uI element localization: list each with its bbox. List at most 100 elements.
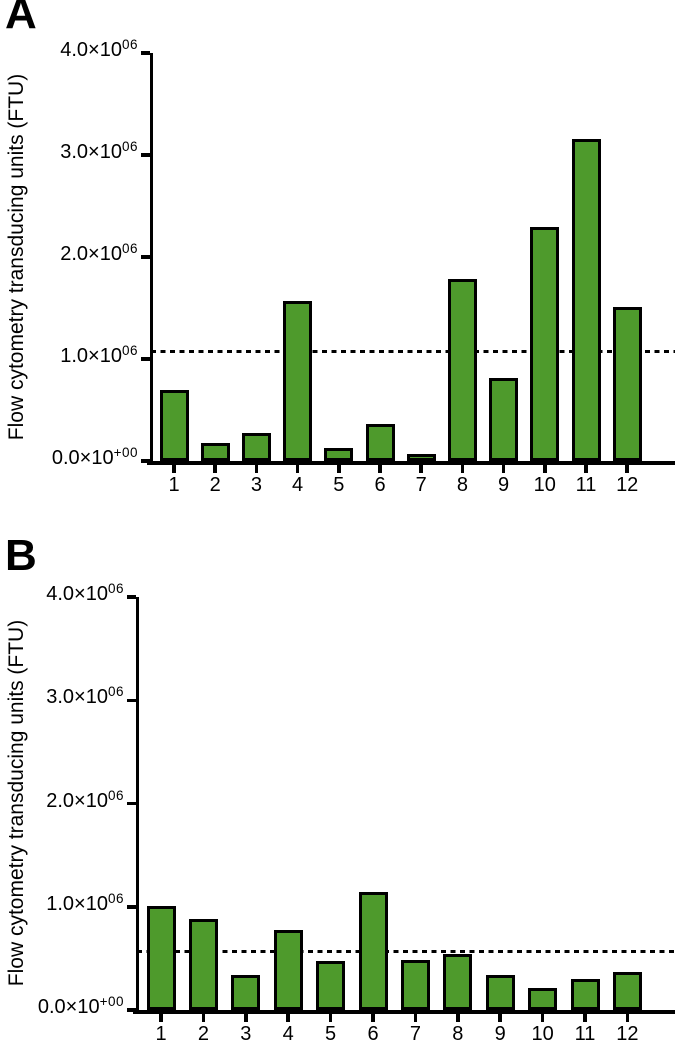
y-tick-label: 0.0×10+00 xyxy=(51,445,138,469)
y-tick-label: 1.0×1006 xyxy=(60,343,138,367)
x-tick xyxy=(584,464,588,473)
y-tick-label: 1.0×1006 xyxy=(46,890,124,915)
y-tick xyxy=(141,459,150,463)
bar-8 xyxy=(443,954,473,1010)
x-tick-label: 4 xyxy=(282,1023,294,1045)
x-tick xyxy=(419,464,423,473)
x-tick-label: 5 xyxy=(325,1023,337,1045)
y-axis-line xyxy=(149,53,153,461)
bar-9 xyxy=(485,974,515,1010)
bar-3 xyxy=(231,974,261,1010)
x-tick-label: 7 xyxy=(409,1023,421,1045)
y-tick xyxy=(127,698,136,702)
y-tick-label: 4.0×1006 xyxy=(60,37,138,61)
bar-7 xyxy=(406,453,436,461)
y-tick xyxy=(141,153,150,157)
x-tick-label: 6 xyxy=(367,1023,379,1045)
x-tick xyxy=(625,1013,630,1022)
x-tick xyxy=(498,1013,502,1022)
bar-4 xyxy=(273,930,303,1010)
bar-2 xyxy=(188,919,218,1010)
bar-3 xyxy=(241,433,271,461)
x-tick xyxy=(413,1013,418,1022)
x-tick-label: 11 xyxy=(574,1023,596,1045)
x-tick xyxy=(337,464,341,473)
y-tick-label: 3.0×1006 xyxy=(46,684,124,709)
x-tick-label: 1 xyxy=(168,474,180,496)
x-tick-label: 3 xyxy=(250,474,262,496)
x-tick-label: 7 xyxy=(415,474,427,496)
y-tick xyxy=(141,255,150,259)
bar-10 xyxy=(530,227,560,461)
x-tick xyxy=(254,464,259,473)
x-tick-label: 9 xyxy=(498,474,510,496)
y-tick-label: 0.0×10+00 xyxy=(37,994,124,1018)
panel-a: A Flow cytometry transducing units (FTU)… xyxy=(0,0,675,522)
panel-a-plot-area: 0.0×10+00 1.0×1006 2.0×1006 3.0×1006 4.0×100… xyxy=(52,37,675,496)
bar-6 xyxy=(358,892,388,1010)
x-tick xyxy=(159,1013,163,1022)
panel-b-threshold-dashed-line xyxy=(137,949,675,953)
bar-2 xyxy=(200,442,230,461)
x-tick xyxy=(501,464,506,473)
x-tick-label: 1 xyxy=(155,1023,167,1045)
x-tick-label: 12 xyxy=(616,1023,639,1045)
bar-12 xyxy=(612,306,642,461)
x-tick-label: 2 xyxy=(197,1023,209,1045)
panel-a-label: A xyxy=(5,0,37,38)
x-tick xyxy=(244,1013,248,1022)
x-tick-label: 8 xyxy=(452,1023,464,1045)
x-tick xyxy=(583,1013,587,1022)
x-tick xyxy=(328,1013,333,1022)
x-tick xyxy=(460,464,465,473)
y-tick-label: 3.0×1006 xyxy=(60,139,138,163)
y-tick-label: 2.0×1006 xyxy=(60,241,138,265)
x-tick-label: 11 xyxy=(575,474,597,496)
x-tick-label: 8 xyxy=(456,474,468,496)
x-tick xyxy=(378,464,382,473)
bar-11 xyxy=(571,138,601,461)
bar-5 xyxy=(324,448,354,461)
bar-9 xyxy=(489,378,519,461)
x-tick-label: 2 xyxy=(209,474,221,496)
y-axis-line xyxy=(135,597,139,1010)
bar-8 xyxy=(447,279,477,461)
x-tick xyxy=(213,464,217,473)
x-tick-label: 3 xyxy=(240,1023,252,1045)
panel-a-y-axis-title: Flow cytometry transducing units (FTU) xyxy=(5,73,28,441)
bar-7 xyxy=(400,960,430,1010)
x-tick-label: 12 xyxy=(616,474,639,496)
x-tick-label: 10 xyxy=(533,474,556,496)
x-tick-label: 4 xyxy=(292,474,304,496)
bar-11 xyxy=(570,979,600,1010)
panel-b-label: B xyxy=(5,531,37,580)
bar-1 xyxy=(146,905,176,1010)
x-tick xyxy=(295,464,300,473)
x-axis-line xyxy=(133,1010,675,1014)
x-tick xyxy=(172,464,176,473)
y-tick-label: 2.0×1006 xyxy=(46,787,124,812)
x-tick xyxy=(456,1013,460,1022)
panel-b: B Flow cytometry transducing units (FTU)… xyxy=(0,522,675,1045)
y-tick xyxy=(127,905,136,909)
x-axis-line xyxy=(147,461,675,465)
bar-4 xyxy=(283,300,313,461)
x-tick xyxy=(540,1013,545,1022)
y-tick xyxy=(141,357,150,361)
y-tick xyxy=(141,51,150,55)
x-tick xyxy=(201,1013,206,1022)
x-tick xyxy=(286,1013,290,1022)
x-tick-label: 10 xyxy=(531,1023,554,1045)
bar-5 xyxy=(316,961,346,1010)
x-tick-label: 9 xyxy=(494,1023,506,1045)
x-tick xyxy=(625,464,629,473)
bar-1 xyxy=(159,389,189,461)
y-tick-label: 4.0×1006 xyxy=(46,581,124,605)
y-tick xyxy=(127,595,136,599)
x-tick xyxy=(543,464,547,473)
x-tick-label: 6 xyxy=(374,474,386,496)
bar-6 xyxy=(365,423,395,461)
x-tick-label: 5 xyxy=(333,474,345,496)
x-tick xyxy=(371,1013,375,1022)
